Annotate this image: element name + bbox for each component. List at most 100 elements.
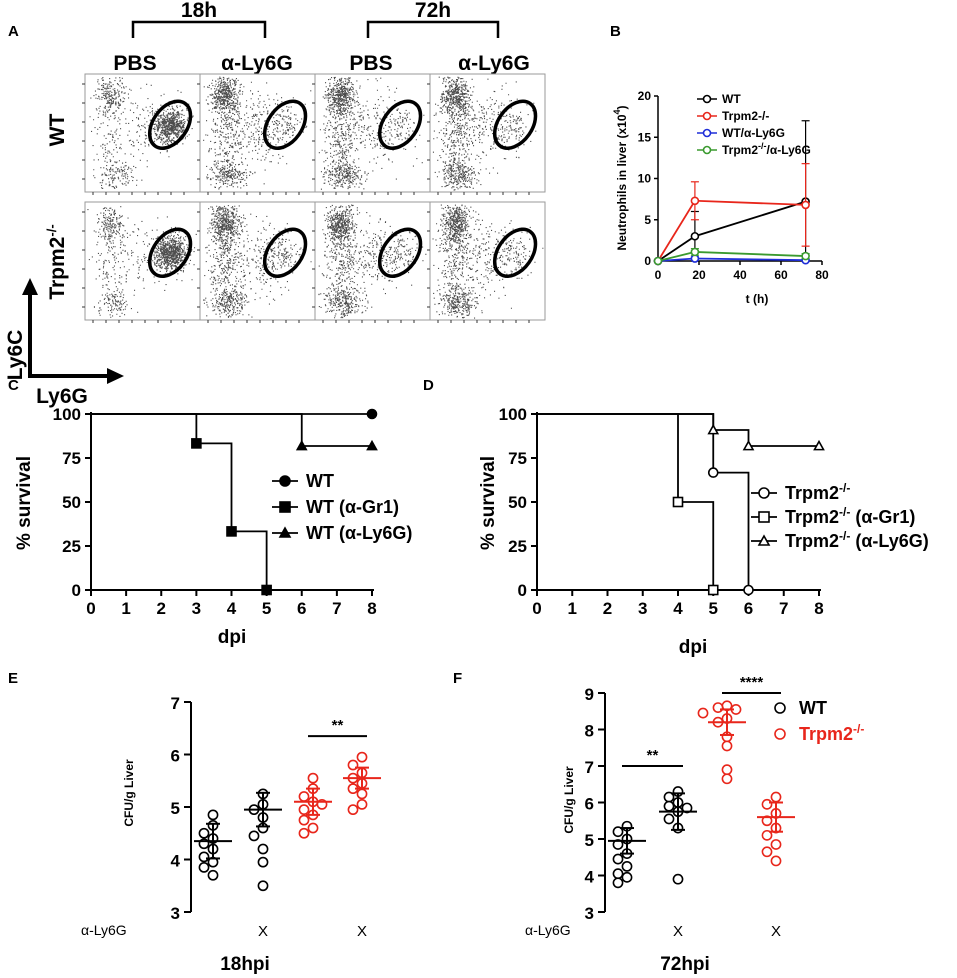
d-x-axis-label: dpi (679, 637, 708, 658)
d-y-tick-label: 50 (508, 493, 527, 512)
d-point (707, 584, 719, 596)
e-data-point (198, 861, 210, 873)
e-y-tick-label: 4 (171, 852, 181, 871)
f-data-point (770, 791, 782, 803)
e-data-point (356, 788, 368, 800)
b-series-1 (653, 163, 810, 266)
c-legend-label: WT (α-Gr1) (306, 497, 399, 517)
c-point (261, 584, 272, 596)
e-x-mark: X (357, 923, 367, 940)
neutrophil-gate (492, 227, 538, 278)
flow-plot-r0-c0 (82, 73, 201, 195)
d-x-tick-label: 3 (638, 599, 647, 618)
flow-plots (82, 73, 546, 323)
e-y-axis-label: CFU/g Liver (122, 759, 136, 827)
d-step-line (537, 413, 750, 590)
b-x-tick-label: 20 (692, 268, 706, 282)
c-y-tick-label: 75 (62, 449, 81, 468)
b-legend-label: WT/α-Ly6G (722, 126, 785, 140)
condition-aly6g-18h: α-Ly6G (221, 52, 293, 75)
panel-b: B Neutrophils in liver (x104) t (h) 0 5 10… (610, 23, 829, 306)
neutrophil-gate (147, 227, 193, 278)
row-trpm2-label: Trpm2-/- (44, 224, 69, 299)
f-legend-label: WT (799, 698, 827, 718)
c-x-axis-label: dpi (218, 627, 247, 648)
c-x-tick-label: 6 (297, 599, 306, 618)
flow-dots (87, 206, 197, 318)
neutrophil-gate (377, 99, 423, 150)
b-legend-marker (702, 94, 712, 104)
b-y-axis-label: Neutrophils in liver (x104) (612, 105, 629, 250)
b-y-tick-label: 5 (644, 213, 651, 227)
c-x-tick-label: 1 (121, 599, 130, 618)
c-y-tick-label: 0 (72, 581, 81, 600)
d-x-tick-label: 0 (532, 599, 541, 618)
f-x-mark: X (771, 923, 781, 940)
b-point (801, 251, 810, 261)
panel-c-label: C (8, 377, 19, 394)
b-y-tick-label: 10 (638, 172, 652, 186)
f-data-point (761, 846, 773, 858)
d-point (742, 439, 755, 451)
d-legend-marker (758, 487, 770, 499)
e-data-point (307, 772, 319, 784)
e-data-point (307, 822, 319, 834)
flow-dots (318, 76, 425, 190)
e-group-3: X (343, 751, 381, 940)
f-group-1: X (659, 786, 697, 940)
b-series-3 (653, 247, 810, 266)
d-series-0 (537, 413, 754, 596)
e-data-point (207, 809, 219, 821)
c-x-tick-label: 2 (157, 599, 166, 618)
b-x-tick-label: 40 (733, 268, 747, 282)
f-group-3: X (757, 791, 795, 940)
f-data-point (721, 740, 733, 752)
e-y-tick-label: 3 (171, 904, 180, 923)
e-data-point (198, 851, 210, 863)
c-x-tick-label: 7 (332, 599, 341, 618)
f-sig-label: ** (647, 747, 659, 764)
e-group-0 (194, 809, 232, 881)
e-group-1: X (244, 788, 282, 940)
e-data-point (356, 798, 368, 810)
c-x-tick-label: 8 (367, 599, 376, 618)
f-legend-label: Trpm2-/- (799, 722, 864, 744)
c-legend-marker (279, 475, 291, 487)
d-legend-label: Trpm2-/- (785, 481, 850, 503)
c-point (295, 439, 308, 451)
d-point (813, 439, 825, 451)
f-aly6g-row-label: α-Ly6G (525, 922, 571, 938)
flow-axis-arrows (22, 278, 124, 384)
f-y-tick-label: 7 (585, 758, 594, 777)
f-data-point (621, 871, 633, 883)
e-data-point (198, 827, 210, 839)
neutrophil-gate (262, 227, 308, 278)
d-legend-marker (758, 511, 770, 523)
flow-dots (432, 204, 544, 319)
b-point (690, 196, 700, 206)
flow-dots (203, 205, 312, 318)
f-data-point (663, 800, 675, 812)
flow-plot-r1-c2 (312, 201, 431, 323)
c-point (191, 438, 202, 449)
c-x-tick-label: 5 (262, 599, 271, 618)
flow-plot-r0-c2 (312, 73, 431, 195)
d-x-tick-label: 6 (744, 599, 753, 618)
f-data-point (770, 855, 782, 867)
b-legend-marker (702, 111, 712, 121)
bracket-18h (131, 20, 267, 38)
b-legend-label: WT (722, 92, 741, 106)
b-point (801, 200, 810, 210)
panel-e: E CFU/g Liver α-Ly6G 18hpi 3 4 5 6 7 X X ** (8, 670, 381, 975)
d-step-line (537, 413, 819, 447)
d-x-tick-label: 1 (568, 599, 577, 618)
flow-dots (89, 77, 194, 189)
f-title-72hpi: 72hpi (660, 954, 710, 975)
b-legend-label: Trpm2-/-/α-Ly6G (722, 141, 811, 157)
f-y-tick-label: 9 (585, 685, 594, 704)
condition-pbs-18h: PBS (113, 52, 156, 75)
d-series-1 (537, 413, 719, 596)
b-point (690, 231, 700, 241)
e-data-point (257, 856, 269, 868)
b-x-tick-label: 0 (655, 268, 662, 282)
